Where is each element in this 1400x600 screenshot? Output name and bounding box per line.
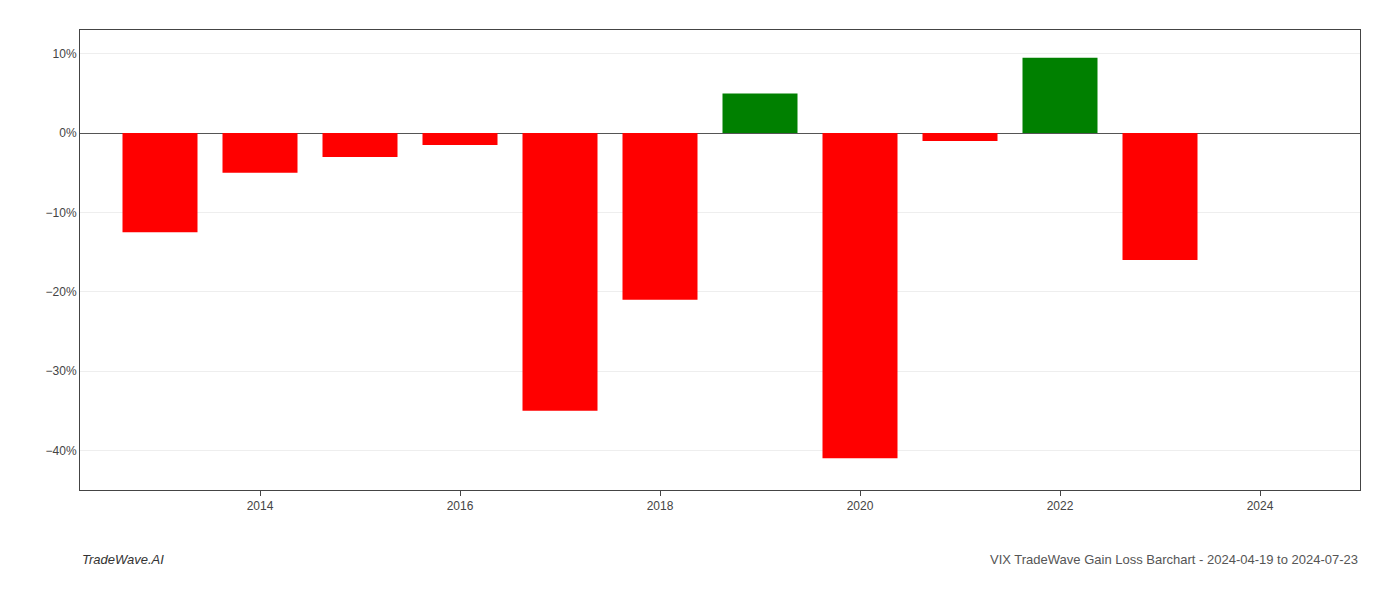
svg-text:10%: 10% bbox=[53, 47, 77, 61]
svg-text:2016: 2016 bbox=[447, 499, 474, 513]
svg-text:−10%: −10% bbox=[46, 206, 77, 220]
svg-text:−40%: −40% bbox=[46, 444, 77, 458]
svg-text:0%: 0% bbox=[59, 126, 77, 140]
svg-text:VIX TradeWave Gain Loss Barcha: VIX TradeWave Gain Loss Barchart - 2024-… bbox=[990, 552, 1358, 567]
svg-text:−20%: −20% bbox=[46, 285, 77, 299]
svg-text:2022: 2022 bbox=[1047, 499, 1074, 513]
svg-text:TradeWave.AI: TradeWave.AI bbox=[82, 552, 164, 567]
svg-text:2014: 2014 bbox=[247, 499, 274, 513]
svg-text:−30%: −30% bbox=[46, 364, 77, 378]
svg-text:2024: 2024 bbox=[1247, 499, 1274, 513]
svg-text:2018: 2018 bbox=[647, 499, 674, 513]
svg-text:2020: 2020 bbox=[847, 499, 874, 513]
